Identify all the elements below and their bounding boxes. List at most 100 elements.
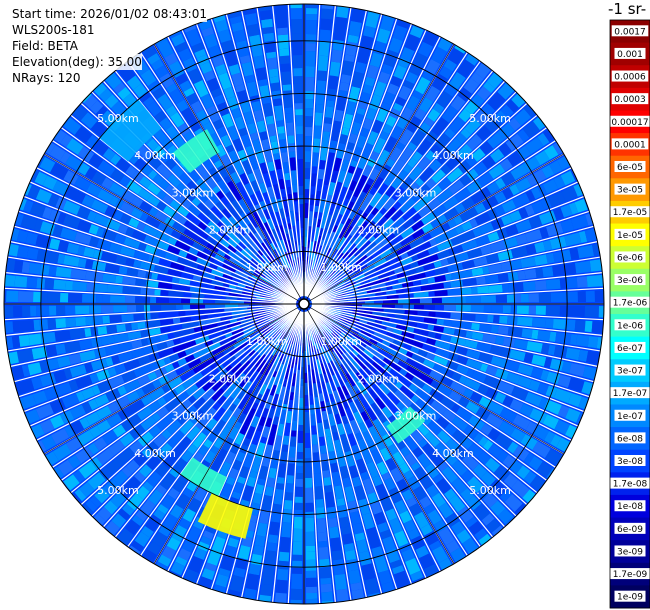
range-gate bbox=[49, 414, 65, 429]
range-gate bbox=[79, 481, 95, 498]
range-gate bbox=[408, 165, 423, 181]
range-gate bbox=[258, 79, 268, 87]
range-gate bbox=[16, 229, 29, 243]
range-gate bbox=[320, 583, 333, 593]
range-gate bbox=[447, 47, 465, 65]
range-gate bbox=[263, 32, 275, 42]
range-gate bbox=[163, 356, 172, 365]
range-gate bbox=[560, 170, 576, 186]
range-gate bbox=[321, 591, 334, 602]
range-gate bbox=[44, 278, 55, 290]
range-gate bbox=[323, 178, 330, 186]
range-gate bbox=[107, 375, 125, 389]
range-gate bbox=[231, 21, 244, 33]
range-gate bbox=[70, 268, 87, 280]
range-gate bbox=[189, 286, 202, 293]
range-gate bbox=[577, 291, 586, 303]
colorbar-tick-label: 3e-05 bbox=[617, 186, 643, 196]
range-gate bbox=[136, 305, 145, 312]
range-gate bbox=[211, 337, 221, 344]
range-gate bbox=[322, 351, 330, 364]
ray-separator bbox=[309, 102, 528, 300]
range-gate bbox=[333, 270, 343, 280]
range-gate bbox=[447, 219, 457, 229]
range-gate bbox=[409, 503, 423, 517]
range-gate bbox=[103, 500, 118, 515]
range-gate bbox=[210, 445, 219, 455]
range-gate bbox=[25, 379, 35, 392]
range-gate bbox=[448, 494, 466, 513]
range-gate bbox=[183, 568, 199, 584]
range-gate bbox=[325, 382, 333, 395]
range-gate bbox=[534, 254, 548, 266]
range-gate bbox=[434, 442, 451, 459]
range-gate bbox=[159, 318, 174, 326]
ray-separator bbox=[311, 306, 585, 413]
scan-ray bbox=[304, 102, 536, 304]
range-gate bbox=[585, 213, 594, 226]
range-gate bbox=[366, 64, 379, 80]
range-gate bbox=[154, 289, 161, 296]
range-gate bbox=[334, 439, 343, 455]
range-gate bbox=[522, 489, 536, 504]
range-gate bbox=[352, 476, 362, 488]
range-gate bbox=[370, 501, 383, 515]
range-gate bbox=[33, 291, 42, 303]
range-gate bbox=[372, 176, 384, 190]
range-gate bbox=[320, 275, 329, 285]
scan-ray bbox=[303, 304, 321, 604]
range-gate bbox=[285, 483, 294, 493]
range-gate bbox=[410, 461, 421, 471]
range-gate bbox=[390, 362, 402, 373]
colorbar-label-bg bbox=[611, 93, 649, 105]
range-gate bbox=[526, 341, 543, 353]
range-gate bbox=[332, 237, 342, 251]
range-gate bbox=[304, 151, 311, 163]
ray-separator bbox=[5, 272, 297, 304]
range-gate bbox=[266, 57, 278, 70]
colorbar-frame bbox=[609, 19, 650, 609]
range-gate bbox=[141, 164, 153, 176]
range-gate bbox=[179, 334, 196, 344]
range-gate bbox=[317, 422, 325, 438]
range-gate bbox=[284, 240, 289, 248]
range-gate bbox=[169, 199, 180, 210]
range-gate bbox=[243, 111, 255, 125]
range-gate bbox=[311, 254, 317, 270]
range-gate bbox=[215, 242, 231, 254]
range-gate bbox=[247, 306, 259, 310]
range-gate bbox=[411, 353, 426, 364]
range-gate bbox=[445, 539, 460, 554]
range-gate bbox=[88, 224, 99, 235]
range-gate bbox=[102, 148, 116, 161]
range-gate bbox=[443, 207, 459, 220]
range-gate bbox=[313, 258, 319, 271]
range-gate bbox=[455, 132, 467, 144]
range-gate bbox=[249, 378, 259, 392]
range-gate bbox=[220, 315, 233, 322]
range-gate bbox=[231, 313, 248, 319]
range-gate bbox=[550, 292, 566, 303]
range-gate bbox=[278, 178, 285, 190]
range-gate bbox=[169, 30, 182, 39]
range-gate bbox=[195, 178, 211, 194]
range-gate bbox=[83, 247, 95, 258]
range-gate bbox=[356, 458, 367, 474]
colorbar-tick-label: 6e-09 bbox=[617, 525, 643, 535]
range-gate bbox=[64, 425, 75, 438]
range-gate bbox=[268, 317, 275, 322]
range-gate bbox=[88, 399, 99, 411]
range-gate bbox=[432, 73, 448, 91]
range-gate bbox=[113, 82, 126, 94]
range-gate bbox=[488, 263, 503, 274]
range-gate bbox=[218, 312, 232, 317]
range-gate bbox=[239, 321, 253, 328]
range-gate bbox=[336, 96, 347, 112]
range-gate bbox=[297, 430, 304, 443]
range-gate bbox=[279, 48, 290, 57]
range-gate bbox=[150, 297, 157, 303]
range-gate bbox=[254, 240, 265, 252]
range-gate bbox=[246, 476, 256, 488]
range-gate bbox=[305, 477, 313, 488]
range-gate bbox=[328, 350, 337, 363]
